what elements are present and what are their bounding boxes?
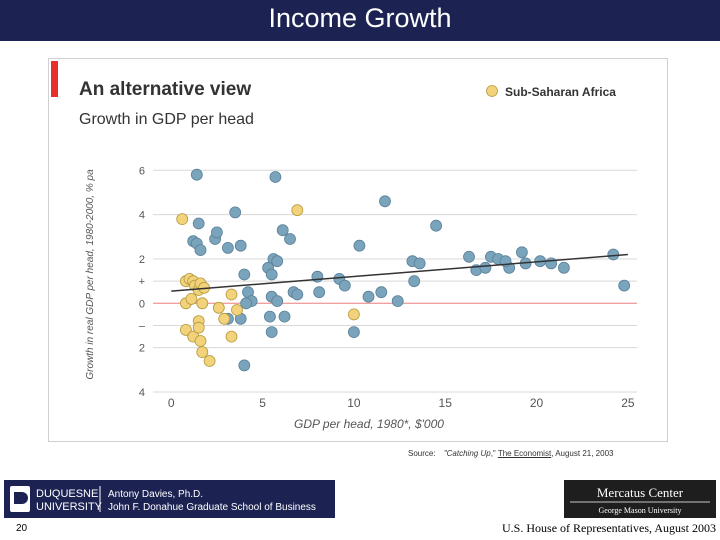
other-point (413, 257, 426, 270)
y-tick-label: 4 (139, 210, 145, 222)
scatter-chart: An alternative view Growth in GDP per hea… (51, 61, 637, 431)
ssa-point (176, 213, 189, 226)
other-point (210, 226, 223, 239)
duquesne-name-1: DUQUESNE (36, 488, 98, 500)
x-tick-label: 0 (168, 396, 175, 410)
ssa-point (192, 321, 205, 334)
other-point (276, 224, 289, 237)
other-point (618, 279, 631, 292)
ssa-point (231, 304, 243, 316)
source-date: , August 21, 2003 (551, 449, 614, 458)
ssa-point (225, 330, 238, 343)
other-point (430, 219, 443, 232)
other-point (238, 359, 251, 372)
ssa-point (218, 312, 231, 325)
ssa-point (347, 308, 360, 321)
duquesne-logo: DUQUESNE UNIVERSITY Antony Davies, Ph.D.… (4, 480, 335, 518)
chart-figure: An alternative view Growth in GDP per hea… (48, 58, 668, 442)
other-point (391, 295, 404, 308)
other-point (379, 195, 391, 208)
y-tick-label: 0 (139, 298, 145, 310)
ssa-point (179, 323, 192, 336)
chart-subtitle: Growth in GDP per head (79, 111, 254, 128)
other-point (238, 268, 251, 281)
other-point (408, 275, 421, 288)
y-tick-label: 2 (139, 254, 145, 266)
other-point (284, 233, 296, 245)
mercatus-line-1: Mercatus Center (597, 485, 684, 500)
accent-bar (51, 61, 58, 97)
slide-title: Income Growth (268, 3, 452, 33)
legend-marker (486, 85, 498, 97)
x-tick-label: 10 (347, 396, 361, 410)
slide-number: 20 (16, 523, 28, 534)
other-point (269, 171, 282, 183)
other-point (311, 270, 324, 283)
y-tick-label: – (139, 320, 146, 332)
y-axis-label: Growth in real GDP per head, 1980-2000, … (85, 169, 96, 380)
other-point (271, 295, 284, 308)
other-point (375, 286, 388, 299)
other-point (240, 297, 253, 310)
other-point (265, 326, 278, 339)
ssa-point (203, 355, 216, 367)
logo-person: Antony Davies, Ph.D. (108, 489, 203, 500)
other-point (263, 310, 276, 323)
other-point (313, 286, 326, 299)
other-point (353, 239, 366, 252)
y-tick-label: 6 (139, 165, 145, 177)
ssa-point (185, 292, 198, 305)
other-point (515, 246, 528, 259)
other-point (347, 326, 360, 339)
mercatus-logo: Mercatus Center George Mason University (564, 480, 716, 518)
other-point (545, 257, 558, 270)
other-point (479, 261, 492, 274)
source-prefix: Source: (408, 449, 436, 458)
duquesne-name-2: UNIVERSITY (36, 501, 103, 513)
duquesne-crest-mark (14, 492, 28, 504)
other-point (221, 241, 234, 254)
other-point (362, 290, 375, 303)
ssa-point (196, 297, 209, 310)
source-citation: Source: "Catching Up," The Economist, Au… (408, 449, 613, 458)
ssa-point (291, 204, 304, 217)
other-point (558, 261, 570, 274)
mercatus-line-2: George Mason University (599, 506, 682, 515)
other-point (463, 250, 475, 263)
x-tick-label: 25 (621, 396, 635, 410)
other-point (271, 255, 284, 268)
y-tick-label: + (139, 276, 145, 288)
other-point (607, 248, 620, 261)
x-axis-label: GDP per head, 1980*, $'000 (294, 417, 444, 431)
other-point (192, 217, 205, 230)
x-tick-label: 20 (530, 396, 544, 410)
other-point (338, 279, 351, 292)
other-point (194, 244, 207, 257)
other-point (229, 206, 242, 219)
source-publication: The Economist (497, 449, 552, 458)
y-tick-label: 2 (139, 343, 145, 355)
ssa-point (194, 335, 207, 347)
trend-line (171, 253, 628, 292)
slide-title-bar: Income Growth (0, 0, 720, 41)
logo-school: John F. Donahue Graduate School of Busin… (108, 502, 316, 513)
y-tick-label: 4 (139, 387, 145, 399)
source-article: "Catching Up (443, 449, 491, 458)
x-tick-label: 15 (439, 396, 453, 410)
other-point (190, 168, 203, 181)
ssa-point (225, 288, 238, 301)
legend-label: Sub-Saharan Africa (505, 85, 616, 99)
ssa-point (212, 301, 225, 314)
ssa-point (196, 346, 209, 359)
other-point (278, 310, 291, 323)
other-point (291, 288, 304, 301)
other-point (234, 239, 247, 252)
chart-title: An alternative view (79, 79, 251, 100)
slide-footer: U.S. House of Representatives, August 20… (502, 521, 716, 535)
source-article-tail: ," (490, 449, 496, 458)
x-tick-label: 5 (259, 396, 266, 410)
other-point (265, 268, 278, 281)
